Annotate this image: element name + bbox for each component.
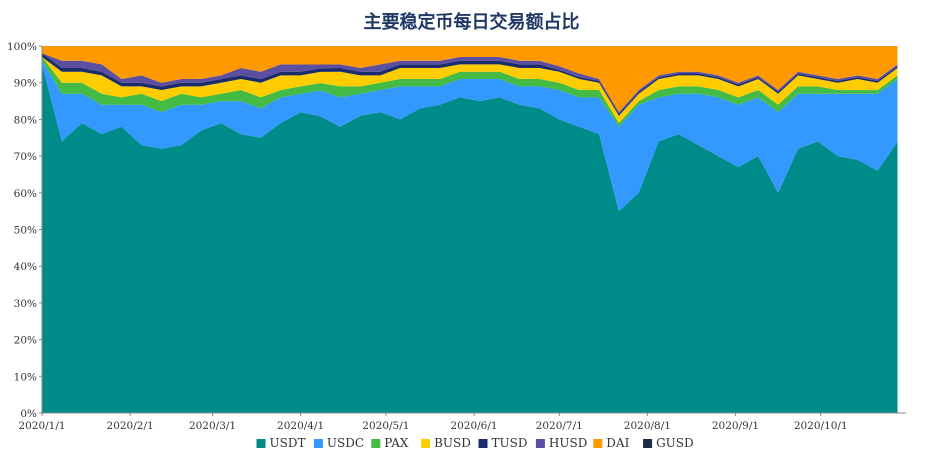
y-tick-label: 20% xyxy=(14,335,37,347)
legend-swatch-tusd xyxy=(478,439,488,448)
y-tick-label: 0% xyxy=(20,408,37,420)
y-tick-label: 50% xyxy=(14,225,37,237)
series-area-busd xyxy=(42,57,898,124)
legend-swatch-usdc xyxy=(313,439,323,448)
y-tick-label: 60% xyxy=(14,188,37,200)
y-tick-label: 70% xyxy=(14,151,37,163)
y-tick-label: 10% xyxy=(14,371,37,383)
x-tick-label: 2020/10/1 xyxy=(794,420,848,432)
legend-swatch-husd xyxy=(535,439,545,448)
legend-swatch-busd xyxy=(421,439,431,448)
legend-swatch-usdt xyxy=(256,439,266,448)
x-tick-label: 2020/9/1 xyxy=(712,420,759,432)
series-area-usdt xyxy=(42,64,898,414)
x-tick-label: 2020/5/1 xyxy=(362,420,409,432)
legend-label-tusd: TUSD xyxy=(492,436,528,450)
legend-label-gusd: GUSD xyxy=(656,436,694,450)
y-tick-label: 100% xyxy=(7,41,37,53)
x-tick-label: 2020/6/1 xyxy=(450,420,497,432)
legend: USDT USDC PAX BUSD TUSD HUSD DAI GUSD xyxy=(256,436,694,450)
y-tick-label: 90% xyxy=(14,78,37,90)
x-tick-label: 2020/2/1 xyxy=(107,420,154,432)
y-tick-label: 80% xyxy=(14,114,37,126)
y-tick-label: 30% xyxy=(14,298,37,310)
legend-swatch-dai xyxy=(593,439,603,448)
x-tick-label: 2020/4/1 xyxy=(277,420,324,432)
y-tick-label: 40% xyxy=(14,261,37,273)
legend-label-usdc: USDC xyxy=(327,436,364,450)
series-area-usdc xyxy=(42,60,898,212)
x-tick-label: 2020/1/1 xyxy=(18,420,65,432)
legend-swatch-pax xyxy=(371,439,381,448)
legend-label-usdt: USDT xyxy=(270,436,306,450)
legend-label-busd: BUSD xyxy=(434,436,471,450)
chart-title: 主要稳定币每日交易额占比 xyxy=(363,12,580,33)
x-tick-label: 2020/8/1 xyxy=(624,420,671,432)
x-tick-label: 2020/7/1 xyxy=(536,420,583,432)
legend-swatch-gusd xyxy=(643,439,653,448)
legend-label-dai: DAI xyxy=(606,436,629,450)
area-series-group xyxy=(42,46,898,414)
x-tick-label: 2020/3/1 xyxy=(189,420,236,432)
legend-label-husd: HUSD xyxy=(549,436,587,450)
series-area-dai xyxy=(42,46,898,113)
legend-label-pax: PAX xyxy=(384,436,409,450)
